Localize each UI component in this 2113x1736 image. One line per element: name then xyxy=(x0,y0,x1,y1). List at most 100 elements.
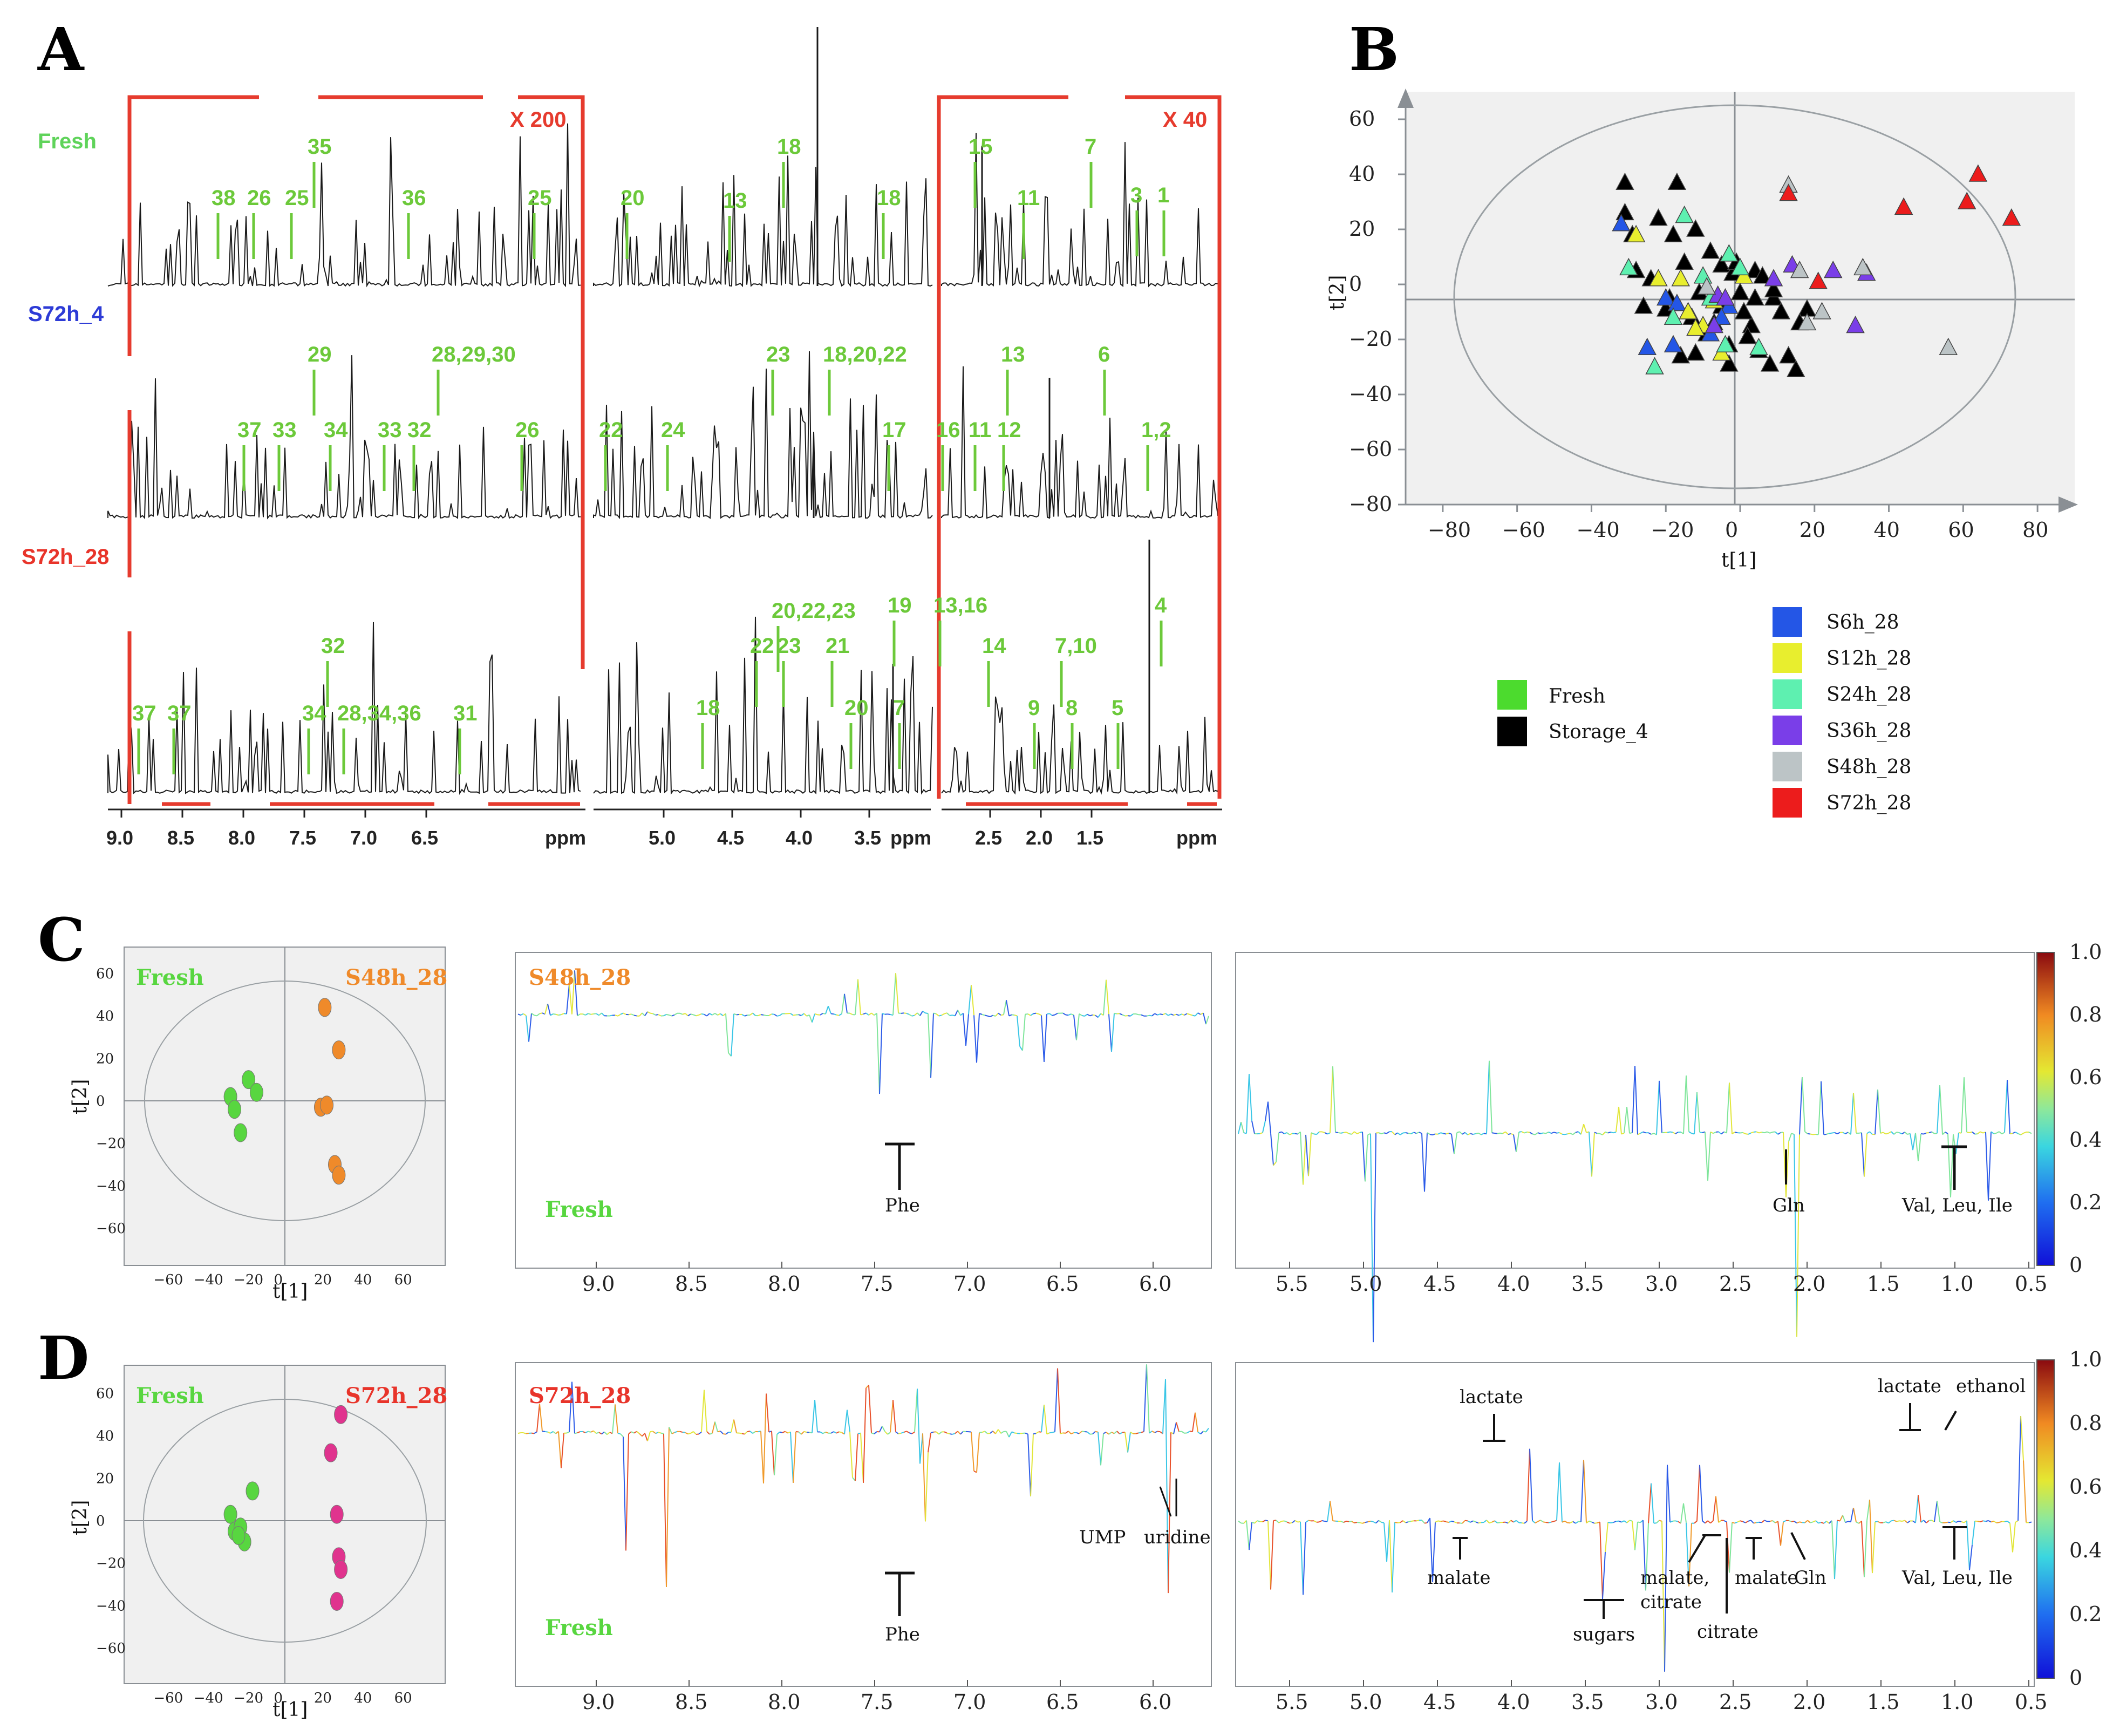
loading-line xyxy=(1888,1520,1892,1524)
b-xtick-label: 80 xyxy=(2022,518,2048,542)
loading-line xyxy=(650,1012,653,1015)
loading-tick-label: 5.0 xyxy=(1349,1272,1382,1296)
ppm-tick-label: 4.0 xyxy=(786,827,813,849)
loading-line xyxy=(1856,1521,1859,1524)
loading-line xyxy=(1122,1432,1126,1433)
loading-line xyxy=(1192,1412,1196,1432)
loading-line xyxy=(1562,1133,1565,1135)
loading-line xyxy=(1869,1131,1873,1135)
loading-tick-label: 1.5 xyxy=(1867,1272,1899,1296)
loading-line xyxy=(1392,1131,1395,1135)
loading-line xyxy=(1114,1431,1117,1434)
score-ytick-label: 0 xyxy=(96,1513,105,1529)
loading-line xyxy=(1100,1433,1104,1466)
loading-line xyxy=(882,1013,885,1015)
score-point xyxy=(242,1070,256,1090)
loading-line xyxy=(523,1013,527,1016)
loading-line xyxy=(1524,1521,1528,1524)
score-ytick-label: 60 xyxy=(96,966,114,982)
loading-line xyxy=(1996,1522,2000,1524)
loading-line xyxy=(1920,1520,1924,1523)
c-phe-marker xyxy=(885,1142,915,1190)
spectrum-segment xyxy=(107,622,581,795)
loading-line xyxy=(1616,1520,1619,1522)
loading-line xyxy=(2023,1460,2027,1523)
legend-swatch-s48h28 xyxy=(1773,752,1802,781)
loading-line xyxy=(1597,1133,1600,1134)
loading-line xyxy=(987,1015,991,1018)
d-annotation-uridine: uridine xyxy=(1144,1527,1211,1548)
loading-line xyxy=(720,1431,724,1434)
loading-line xyxy=(906,1012,910,1015)
loading-line xyxy=(2007,1080,2010,1134)
loading-line xyxy=(1092,1431,1096,1435)
loading-line xyxy=(693,1014,697,1017)
d-score-ellipse xyxy=(143,1399,427,1643)
loading-line xyxy=(1251,1120,1255,1134)
loading-line xyxy=(2009,1133,2013,1135)
loading-line xyxy=(946,1012,950,1016)
loading-line xyxy=(1346,1520,1349,1522)
loading-line xyxy=(847,1410,850,1432)
b-point-s36h-28 xyxy=(1705,315,1724,333)
loading-line xyxy=(1626,1520,1630,1523)
loading-line xyxy=(566,984,570,1014)
loading-line xyxy=(1098,1013,1101,1018)
loading-line xyxy=(1017,1433,1020,1434)
spectra-traces xyxy=(107,27,1221,795)
loading-line xyxy=(1675,1132,1679,1134)
loading-line xyxy=(1559,1462,1563,1522)
d-annotation-ump: UMP xyxy=(1079,1527,1126,1548)
ppm-tick-label: 7.5 xyxy=(289,827,316,849)
d-annotation-malate-2: malate, xyxy=(1640,1567,1709,1589)
loading-line xyxy=(1866,1131,1870,1134)
b-point-storage-4 xyxy=(1734,302,1754,319)
loading-line xyxy=(1044,1404,1047,1434)
loading-line xyxy=(1181,1431,1185,1434)
b-point-storage-4 xyxy=(1764,280,1783,297)
peak-label: 5 xyxy=(1112,696,1123,720)
c-loading-left-fresh: Fresh xyxy=(545,1197,613,1222)
b-point-s36h-28 xyxy=(1846,315,1865,333)
spectrum-segment xyxy=(941,133,1221,288)
loading-line xyxy=(1410,1132,1414,1134)
loading-line xyxy=(836,1014,840,1016)
loading-line xyxy=(1446,1132,1449,1135)
loading-tick-label: 6.0 xyxy=(1139,1690,1171,1714)
loading-line xyxy=(1947,1134,1951,1197)
loading-line xyxy=(1249,1074,1252,1121)
loading-line xyxy=(1532,1520,1536,1524)
loading-tick-label: 3.5 xyxy=(1571,1272,1604,1296)
loading-line xyxy=(526,1015,529,1042)
score-point xyxy=(318,998,332,1017)
loading-line xyxy=(1621,1132,1625,1135)
loading-line xyxy=(696,1014,699,1017)
loading-line xyxy=(914,1012,918,1016)
loading-line xyxy=(1748,1132,1751,1135)
b-point-s12h-28 xyxy=(1626,224,1646,242)
loading-line xyxy=(1688,1523,1692,1587)
b-point-s6h-28 xyxy=(1664,335,1683,352)
loading-line xyxy=(1845,1521,1849,1523)
loading-line xyxy=(598,1432,602,1435)
loading-line xyxy=(704,1013,707,1017)
peak-label: 32 xyxy=(407,418,432,442)
loading-line xyxy=(1497,1132,1501,1134)
loading-line xyxy=(1354,1131,1358,1134)
loading-line xyxy=(1327,1132,1331,1135)
loading-line xyxy=(1823,1133,1827,1135)
loading-tick-label: 9.0 xyxy=(582,1690,615,1714)
loading-line xyxy=(687,1433,691,1435)
loading-line xyxy=(892,1400,896,1432)
loading-line xyxy=(955,1431,958,1434)
b-point-storage-4 xyxy=(1712,255,1731,273)
b-point-s72h-28 xyxy=(1968,164,1988,182)
score-xtick-label: 40 xyxy=(354,1690,372,1706)
loading-line xyxy=(706,1431,710,1435)
loading-line xyxy=(1195,1012,1198,1017)
peak-label: 18 xyxy=(777,135,801,159)
loading-line xyxy=(841,993,845,1014)
loading-line xyxy=(1141,1014,1144,1017)
loading-line xyxy=(833,1431,837,1434)
loading-line xyxy=(1008,1014,1012,1017)
